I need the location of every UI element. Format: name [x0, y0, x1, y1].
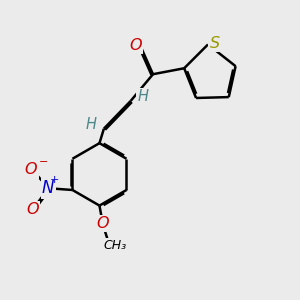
Text: −: −	[39, 157, 49, 167]
Text: H: H	[86, 117, 97, 132]
Text: O: O	[129, 38, 142, 52]
Text: H: H	[138, 89, 149, 104]
Text: S: S	[209, 35, 220, 50]
Text: N: N	[42, 179, 54, 197]
Text: CH₃: CH₃	[103, 238, 127, 252]
Text: +: +	[50, 175, 59, 185]
Text: O: O	[26, 202, 39, 217]
Text: O: O	[25, 162, 38, 177]
Text: O: O	[96, 216, 109, 231]
